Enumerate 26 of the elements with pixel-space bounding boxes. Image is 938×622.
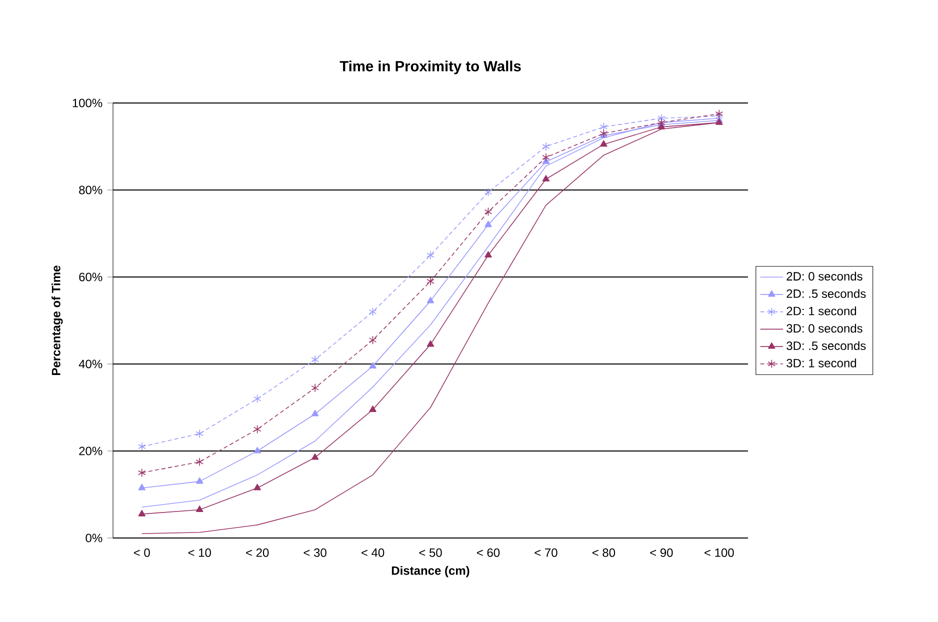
y-axis-title: Percentage of Time <box>52 266 63 375</box>
legend-label: 2D: 1 second <box>786 306 856 316</box>
x-tick-label: < 30 <box>304 548 326 557</box>
x-tick-label: < 80 <box>592 548 616 557</box>
x-tick-label: < 20 <box>246 548 269 557</box>
y-tick-label: 20% <box>79 446 102 456</box>
x-axis-title: Distance (cm) <box>392 566 470 578</box>
y-tick-label: 60% <box>79 272 102 282</box>
x-tick-label: < 90 <box>650 548 673 557</box>
y-tick-label: 100% <box>72 98 102 108</box>
chart-title: Time in Proximity to Walls <box>340 60 521 74</box>
legend-label: 2D: 0 seconds <box>786 272 862 281</box>
x-tick-label: < 50 <box>419 548 442 557</box>
legend-label: 3D: .5 seconds <box>786 341 866 350</box>
x-tick-label: < 60 <box>476 548 500 557</box>
y-tick-label: 80% <box>79 186 102 194</box>
y-tick-label: 0% <box>86 534 102 542</box>
x-tick-label: < 70 <box>534 548 558 557</box>
y-tick-label: 40% <box>78 360 102 368</box>
x-tick-label: < 10 <box>188 548 211 557</box>
x-tick-label: < 40 <box>362 548 384 557</box>
legend-label: 3D: 0 seconds <box>786 324 862 333</box>
legend-label: 2D: .5 seconds <box>786 289 866 298</box>
x-tick-label: < 0 <box>134 548 150 557</box>
x-tick-label: < 100 <box>704 548 734 557</box>
legend-label: 3D: 1 second <box>786 358 856 368</box>
